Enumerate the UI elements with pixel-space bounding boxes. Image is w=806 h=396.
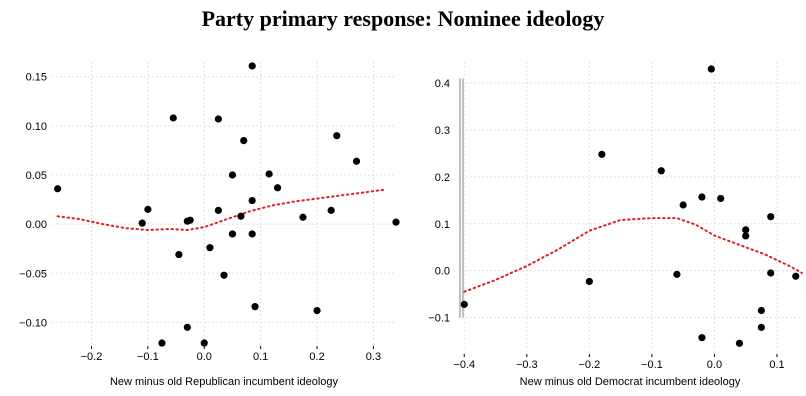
data-point xyxy=(175,250,183,259)
data-point xyxy=(698,193,706,201)
data-point xyxy=(248,196,256,205)
data-point xyxy=(333,132,341,140)
data-point xyxy=(585,277,593,286)
x-tick-label: 0.3 xyxy=(366,351,381,363)
smooth-line xyxy=(56,188,386,232)
data-point xyxy=(273,184,282,192)
data-point xyxy=(169,114,177,122)
data-point xyxy=(237,212,245,220)
data-point xyxy=(144,205,152,213)
y-tick-label: −0.10 xyxy=(19,317,47,329)
data-point xyxy=(657,167,665,175)
data-point xyxy=(206,244,214,252)
x-tick-label: −0.4 xyxy=(453,359,475,371)
x-tick-label: −0.3 xyxy=(516,359,538,371)
data-point xyxy=(200,339,208,347)
data-point xyxy=(460,300,468,308)
data-point xyxy=(757,306,765,315)
y-tick-label: 0.05 xyxy=(26,170,47,182)
data-point xyxy=(248,230,256,238)
data-point xyxy=(757,323,765,331)
smooth-line xyxy=(463,217,803,293)
data-point xyxy=(228,171,237,179)
data-point xyxy=(265,170,273,178)
data-point xyxy=(598,150,606,158)
x-tick-label: −0.1 xyxy=(641,359,663,371)
data-point xyxy=(251,303,259,311)
chart-title: Party primary response: Nominee ideology xyxy=(201,6,605,31)
data-point xyxy=(248,62,256,70)
y-tick-label: −0.1 xyxy=(428,313,450,325)
x-axis-label: New minus old Democrat incumbent ideolog… xyxy=(520,376,741,388)
data-point xyxy=(707,65,715,73)
data-point xyxy=(767,213,775,221)
x-tick-label: −0.2 xyxy=(578,359,600,371)
data-point xyxy=(299,213,307,221)
data-point xyxy=(214,115,222,123)
data-point xyxy=(767,269,775,277)
data-point xyxy=(240,137,248,145)
data-point xyxy=(698,334,706,342)
data-point xyxy=(792,272,800,280)
data-point xyxy=(183,323,191,331)
data-point xyxy=(54,185,62,193)
data-point xyxy=(313,306,321,315)
y-tick-label: 0.00 xyxy=(26,219,47,231)
y-tick-label: 0.2 xyxy=(435,172,450,184)
y-tick-label: −0.05 xyxy=(19,268,47,280)
y-tick-label: 0.10 xyxy=(26,121,47,133)
x-tick-label: 0.0 xyxy=(707,359,722,371)
y-tick-label: 0.0 xyxy=(435,266,450,278)
x-tick-label: −0.1 xyxy=(137,351,159,363)
y-tick-label: 0.1 xyxy=(435,219,450,231)
x-tick-label: 0.1 xyxy=(769,359,784,371)
data-point xyxy=(352,157,361,165)
data-point xyxy=(138,219,146,227)
x-tick-label: 0.0 xyxy=(197,351,212,363)
data-point xyxy=(220,271,228,279)
data-point xyxy=(158,339,166,347)
data-point xyxy=(214,206,222,214)
data-point xyxy=(679,201,687,209)
data-point xyxy=(186,216,194,224)
x-tick-label: 0.2 xyxy=(309,351,324,363)
democrat-panel: −0.4 −0.3 −0.2 −0.1 0.0 0.1 −0.1 0.0 0.1 0.2 0.3 0.… xyxy=(428,62,803,388)
y-tick-label: 0.4 xyxy=(435,78,450,90)
x-tick-label: −0.2 xyxy=(81,351,103,363)
data-point xyxy=(327,206,335,214)
data-point xyxy=(735,339,744,347)
republican-panel: −0.2 −0.1 0.0 0.1 0.2 0.3 −0.10 −0.05 0.00 0.05 0.… xyxy=(19,62,400,388)
y-tick-label: 0.15 xyxy=(26,72,47,84)
y-tick-label: 0.3 xyxy=(435,125,450,137)
x-tick-label: 0.1 xyxy=(253,351,268,363)
data-point xyxy=(392,218,400,226)
data-point xyxy=(742,232,750,240)
data-point xyxy=(673,270,681,278)
data-point xyxy=(228,230,237,238)
data-point xyxy=(717,194,725,203)
x-axis-label: New minus old Republican incumbent ideol… xyxy=(110,376,339,388)
data-point xyxy=(742,226,750,234)
